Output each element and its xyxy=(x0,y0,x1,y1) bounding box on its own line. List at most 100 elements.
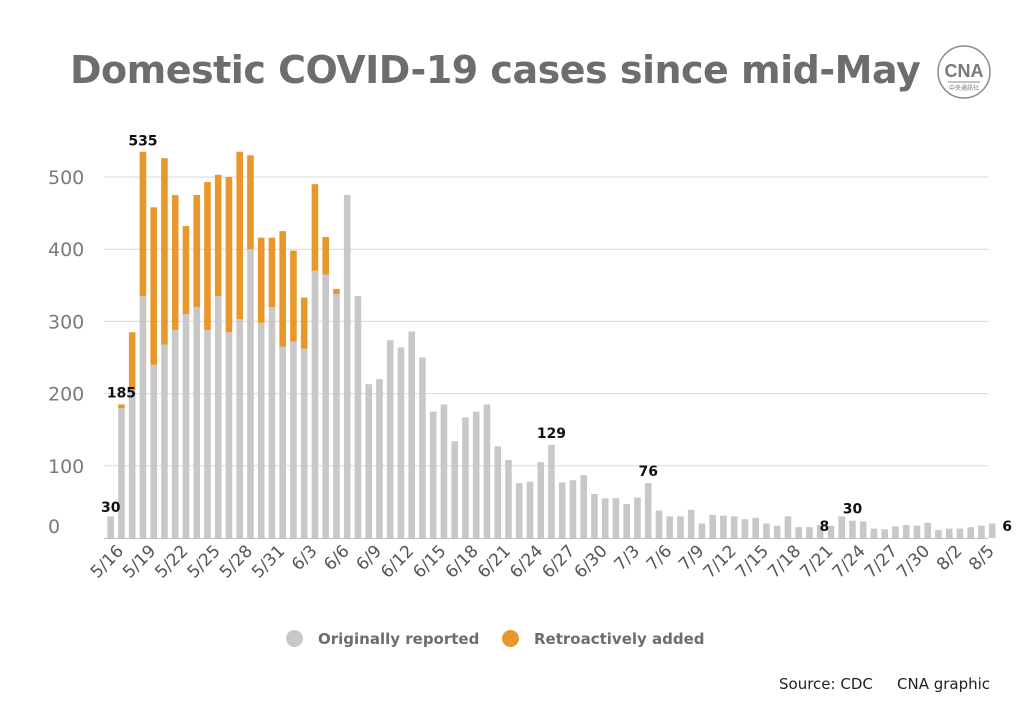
bar-originally-reported xyxy=(612,498,620,538)
bar-originally-reported xyxy=(827,525,835,538)
bar-retroactively-added xyxy=(225,177,233,333)
bar-retroactively-added xyxy=(247,155,254,250)
bar-originally-reported xyxy=(365,384,372,538)
y-tick-label: 100 xyxy=(48,456,84,478)
bar-originally-reported xyxy=(924,522,931,538)
bar-originally-reported xyxy=(558,482,566,538)
bar-originally-reported xyxy=(483,404,491,538)
bar-originally-reported xyxy=(870,528,878,538)
bar-retroactively-added xyxy=(311,184,319,271)
y-tick-label: 300 xyxy=(48,311,84,333)
bar-originally-reported xyxy=(214,296,222,538)
x-tick-label: 6/27 xyxy=(538,541,579,582)
bar-originally-reported xyxy=(666,516,673,538)
x-axis-ticks: 5/165/195/225/255/285/316/36/66/96/126/1… xyxy=(87,541,999,582)
x-tick-label: 8/5 xyxy=(965,541,998,574)
svg-text:中央通訊社: 中央通訊社 xyxy=(949,84,979,92)
bar-originally-reported xyxy=(225,332,233,538)
bar-originally-reported xyxy=(677,516,684,538)
bar-originally-reported xyxy=(913,525,921,538)
x-tick-label: 7/30 xyxy=(893,541,934,582)
bar-retroactively-added xyxy=(322,236,329,275)
bar-originally-reported xyxy=(107,516,114,538)
bar-originally-reported xyxy=(279,346,286,538)
x-tick-label: 6/12 xyxy=(377,541,418,582)
data-labels: 30 185 535 129 76 8 30 6 xyxy=(101,134,1012,535)
bar-originally-reported xyxy=(730,516,738,538)
bars xyxy=(107,151,996,539)
bar-retroactively-added xyxy=(290,250,297,342)
x-tick-label: 6/18 xyxy=(442,541,483,582)
x-tick-label: 6/30 xyxy=(571,541,612,582)
bar-originally-reported xyxy=(720,515,727,538)
y-tick-label: 0 xyxy=(48,516,60,538)
bar-originally-reported xyxy=(655,510,663,538)
bar-originally-reported xyxy=(386,340,394,538)
x-tick-label: 6/24 xyxy=(506,541,547,582)
bar-originally-reported xyxy=(247,249,254,538)
data-label: 129 xyxy=(537,426,566,442)
bar-originally-reported xyxy=(429,411,437,538)
x-tick-label: 7/27 xyxy=(861,541,902,582)
x-tick-label: 7/15 xyxy=(732,541,773,582)
bar-originally-reported xyxy=(322,274,329,538)
bar-originally-reported xyxy=(462,417,469,538)
x-tick-label: 5/25 xyxy=(184,541,225,582)
bar-retroactively-added xyxy=(128,332,136,390)
x-tick-label: 7/12 xyxy=(700,541,741,582)
bar-originally-reported xyxy=(505,460,512,538)
bar-originally-reported xyxy=(515,483,523,538)
bar-originally-reported xyxy=(752,517,759,538)
bar-originally-reported xyxy=(537,462,544,538)
x-tick-label: 7/18 xyxy=(764,541,805,582)
bar-originally-reported xyxy=(494,446,501,538)
bar-originally-reported xyxy=(419,357,426,538)
bar-originally-reported xyxy=(849,520,856,538)
bar-retroactively-added xyxy=(193,195,200,307)
bar-originally-reported xyxy=(171,330,179,538)
legend-label: Originally reported xyxy=(318,630,480,648)
bar-retroactively-added xyxy=(182,226,190,315)
data-label: 30 xyxy=(101,500,121,516)
bar-originally-reported xyxy=(257,322,265,538)
bar-originally-reported xyxy=(376,379,383,538)
bar-originally-reported xyxy=(204,330,211,538)
bar-retroactively-added xyxy=(300,297,308,349)
bar-originally-reported xyxy=(945,528,953,538)
bar-originally-reported xyxy=(795,527,802,538)
bar-retroactively-added xyxy=(257,237,265,323)
bar-originally-reported xyxy=(139,296,147,538)
cna-logo-icon: CNA 中央通訊社 xyxy=(937,45,991,99)
bar-originally-reported xyxy=(881,529,888,538)
bar-originally-reported xyxy=(709,514,716,538)
bar-originally-reported xyxy=(859,521,867,538)
source-note: Source: CDC xyxy=(779,675,873,693)
x-tick-label: 7/21 xyxy=(796,541,837,582)
data-label: 185 xyxy=(107,385,136,401)
y-axis-ticks: 0 100 200 300 400 500 xyxy=(48,167,84,538)
bar-originally-reported xyxy=(268,306,276,538)
bar-originally-reported xyxy=(784,516,792,538)
bar-originally-reported xyxy=(978,525,985,538)
bar-originally-reported xyxy=(408,331,415,538)
x-tick-label: 6/21 xyxy=(474,541,515,582)
bar-originally-reported xyxy=(128,389,136,538)
x-tick-label: 5/19 xyxy=(119,541,160,582)
svg-text:CNA: CNA xyxy=(945,61,984,81)
bar-retroactively-added xyxy=(139,151,147,297)
bar-originally-reported xyxy=(687,509,695,538)
y-tick-label: 500 xyxy=(48,167,84,189)
x-tick-label: 8/2 xyxy=(933,541,966,574)
bar-originally-reported xyxy=(806,527,813,538)
x-tick-label: 6/15 xyxy=(409,541,450,582)
bar-originally-reported xyxy=(354,296,362,538)
bar-retroactively-added xyxy=(268,237,276,307)
bar-originally-reported xyxy=(150,364,157,538)
bar-originally-reported xyxy=(988,523,996,538)
bar-originally-reported xyxy=(773,525,781,538)
bar-originally-reported xyxy=(472,411,480,538)
credit-note: CNA graphic xyxy=(897,675,991,693)
x-tick-label: 6/6 xyxy=(320,541,353,574)
bar-retroactively-added xyxy=(279,231,286,347)
